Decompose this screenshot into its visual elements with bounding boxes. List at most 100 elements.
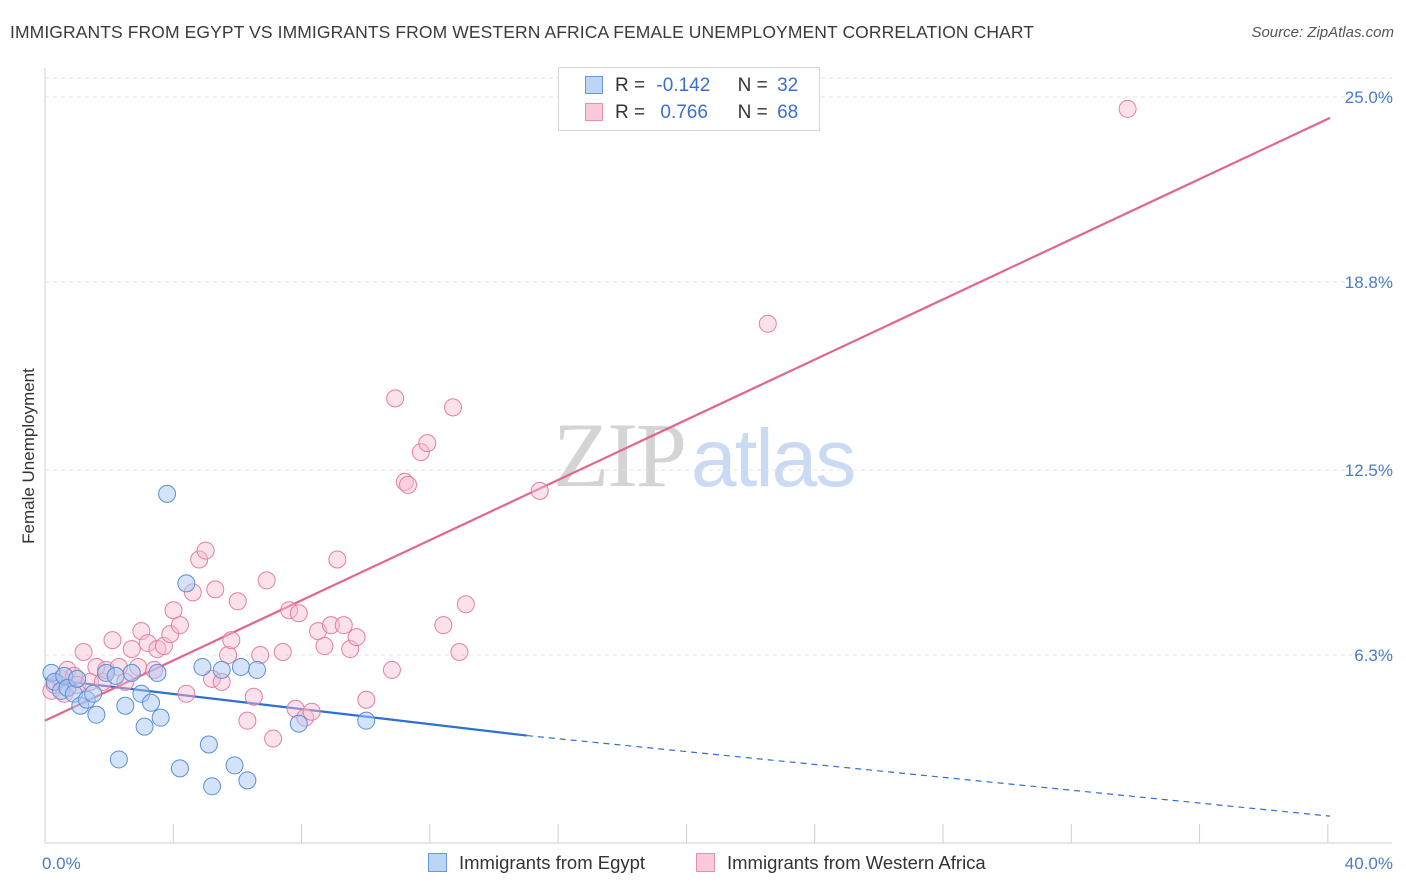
x-tick-label-max: 40.0% <box>1345 854 1393 873</box>
point-wafrica-58 <box>411 443 430 462</box>
y-tick-label-1: 12.5% <box>1345 461 1393 480</box>
point-egypt-22 <box>170 759 189 778</box>
point-wafrica-51 <box>341 640 360 659</box>
watermark-atlas: atlas <box>691 413 856 504</box>
point-egypt-23 <box>177 574 196 593</box>
point-egypt-29 <box>231 657 250 676</box>
point-egypt-19 <box>148 663 167 682</box>
trend-lines <box>44 116 1331 817</box>
point-egypt-25 <box>199 735 218 754</box>
point-wafrica-22 <box>161 625 180 644</box>
point-wafrica-53 <box>357 690 376 709</box>
point-egypt-17 <box>135 717 154 736</box>
legend-n-value: 32 <box>777 75 799 96</box>
legend-r-label: R = <box>615 102 646 123</box>
point-wafrica-35 <box>238 711 257 730</box>
point-wafrica-48 <box>321 616 340 635</box>
y-tick-label-3: 25.0% <box>1345 88 1393 107</box>
bottom-legend-label-egypt: Immigrants from Egypt <box>459 852 646 873</box>
point-egypt-26 <box>203 777 222 796</box>
watermark: ZIPatlas <box>553 402 856 508</box>
legend-row-egypt: R = -0.142 N = 32 <box>585 75 798 99</box>
y-axis-title: Female Unemployment <box>19 368 38 544</box>
point-wafrica-55 <box>386 389 405 408</box>
point-egypt-27 <box>212 660 231 679</box>
point-egypt-15 <box>122 663 141 682</box>
point-wafrica-54 <box>382 660 401 679</box>
point-egypt-13 <box>109 750 128 769</box>
bottom-legend-label-wafrica: Immigrants from Western Africa <box>727 852 986 873</box>
source-label: Source: ZipAtlas.com <box>1251 24 1394 41</box>
watermark-zip: ZIP <box>553 404 687 506</box>
point-wafrica-36 <box>244 687 263 706</box>
point-egypt-20 <box>151 708 170 727</box>
bottom-legend-egypt: Immigrants from Egypt <box>428 852 645 874</box>
point-wafrica-23 <box>164 601 183 620</box>
point-egypt-14 <box>116 696 135 715</box>
y-tick-label-2: 18.8% <box>1345 273 1393 292</box>
point-wafrica-49 <box>328 550 347 569</box>
point-wafrica-43 <box>289 604 308 623</box>
point-wafrica-33 <box>222 631 241 650</box>
point-wafrica-60 <box>434 616 453 635</box>
point-wafrica-65 <box>758 314 777 333</box>
point-wafrica-30 <box>206 580 225 599</box>
point-egypt-9 <box>84 684 103 703</box>
grid-lines <box>45 77 1392 656</box>
point-wafrica-66 <box>1118 99 1137 118</box>
point-wafrica-21 <box>154 637 173 656</box>
trend-line-wafrica <box>44 116 1331 722</box>
point-wafrica-50 <box>334 616 353 635</box>
axes <box>44 68 1392 844</box>
point-wafrica-7 <box>74 643 93 662</box>
point-wafrica-34 <box>228 592 247 611</box>
point-wafrica-38 <box>257 571 276 590</box>
trend-line-egypt-extrapolated <box>526 734 1331 817</box>
point-wafrica-40 <box>273 643 292 662</box>
chart-title: IMMIGRANTS FROM EGYPT VS IMMIGRANTS FROM… <box>10 22 1035 42</box>
point-egypt-12 <box>106 666 125 685</box>
point-wafrica-57 <box>399 475 418 494</box>
point-egypt-31 <box>248 660 267 679</box>
point-wafrica-39 <box>264 729 283 748</box>
point-egypt-24 <box>193 657 212 676</box>
y-tick-label-0: 6.3% <box>1354 646 1393 665</box>
x-tick-label-min: 0.0% <box>42 854 81 873</box>
correlation-legend: R = -0.142 N = 32 R = 0.766 N = 68 <box>558 67 820 131</box>
bottom-legend-swatch-wafrica <box>696 853 715 872</box>
point-egypt-18 <box>142 693 161 712</box>
point-wafrica-15 <box>122 640 141 659</box>
legend-swatch-wafrica <box>585 103 603 121</box>
point-wafrica-32 <box>219 646 238 665</box>
point-wafrica-62 <box>450 643 469 662</box>
point-wafrica-56 <box>395 472 414 491</box>
bottom-legend-swatch-egypt <box>428 853 447 872</box>
legend-swatch-egypt <box>585 76 603 94</box>
data-points <box>42 99 1137 796</box>
legend-r-value: 0.766 <box>660 102 708 123</box>
point-egypt-28 <box>225 756 244 775</box>
point-wafrica-12 <box>103 631 122 650</box>
axis-labels: 6.3% 12.5% 18.8% 25.0% 0.0% 40.0% Female Unemp… <box>19 88 1393 873</box>
legend-row-wafrica: R = 0.766 N = 68 <box>585 102 798 126</box>
point-egypt-21 <box>158 484 177 503</box>
point-egypt-30 <box>238 771 257 790</box>
point-wafrica-37 <box>251 646 270 665</box>
point-wafrica-41 <box>280 601 299 620</box>
point-wafrica-24 <box>170 616 189 635</box>
trend-line-egypt <box>44 677 528 737</box>
legend-n-label: N = <box>737 75 768 96</box>
point-wafrica-59 <box>418 434 437 453</box>
point-wafrica-17 <box>132 622 151 641</box>
point-wafrica-63 <box>456 595 475 614</box>
legend-n-value: 68 <box>777 102 799 123</box>
legend-r-value: -0.142 <box>656 75 711 96</box>
point-egypt-6 <box>68 669 87 688</box>
point-wafrica-25 <box>177 684 196 703</box>
point-wafrica-64 <box>530 481 549 500</box>
point-egypt-10 <box>87 705 106 724</box>
point-wafrica-27 <box>190 550 209 569</box>
legend-r-label: R = <box>615 75 646 96</box>
legend-n-label: N = <box>737 102 768 123</box>
